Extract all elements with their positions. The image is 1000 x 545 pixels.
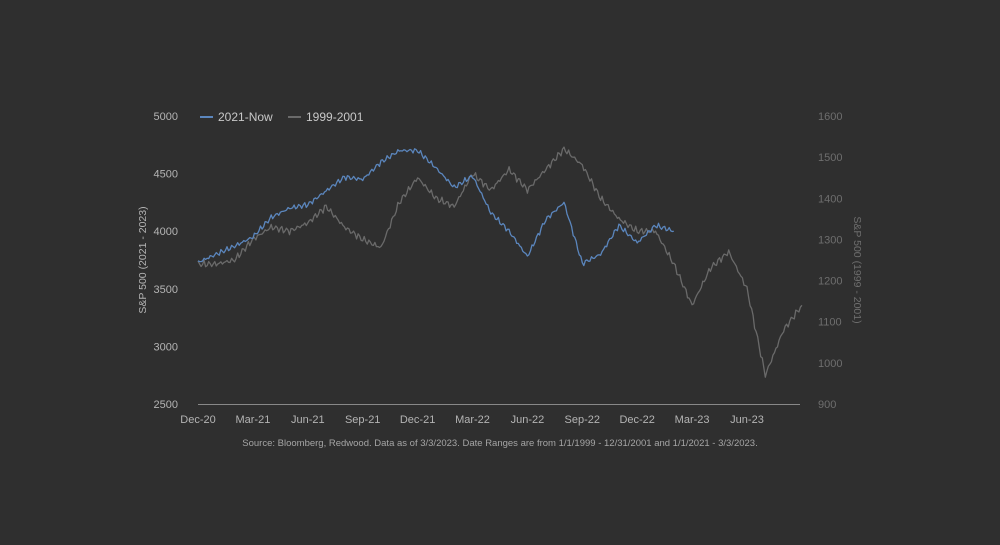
series-line-2021-now bbox=[197, 148, 674, 267]
left-axis-tick-label: 5000 bbox=[154, 111, 178, 123]
x-axis-tick-label: Dec-21 bbox=[400, 414, 435, 426]
right-axis-label: S&P 500 (1999 - 2001) bbox=[851, 216, 863, 323]
x-axis-ticks: Dec-20 Mar-21 Jun-21 Sep-21 Dec-21 Mar-22 Jun-… bbox=[180, 414, 764, 426]
right-axis-tick-label: 1100 bbox=[818, 317, 842, 329]
right-axis-tick-label: 1500 bbox=[818, 152, 842, 164]
left-axis-tick-label: 3000 bbox=[154, 341, 178, 353]
x-axis-tick-label: Mar-21 bbox=[235, 414, 270, 426]
source-note: Source: Bloomberg, Redwood. Data as of 3… bbox=[242, 438, 757, 449]
legend-label-2021: 2021-Now bbox=[218, 110, 273, 124]
right-axis-tick-label: 1000 bbox=[818, 358, 842, 370]
right-axis-tick-label: 1600 bbox=[818, 111, 842, 123]
x-axis-tick-label: Sep-22 bbox=[565, 414, 600, 426]
x-axis-tick-label: Jun-23 bbox=[730, 414, 764, 426]
x-axis-tick-label: Jun-22 bbox=[511, 414, 545, 426]
x-axis-tick-label: Sep-21 bbox=[345, 414, 380, 426]
legend-item-2021: 2021-Now bbox=[200, 110, 273, 124]
left-axis-label: S&P 500 (2021 - 2023) bbox=[137, 206, 149, 313]
series-layer bbox=[197, 146, 803, 378]
right-axis-tick-label: 1200 bbox=[818, 276, 842, 288]
right-axis-tick-label: 1400 bbox=[818, 193, 842, 205]
plot-area: 2500 3000 3500 4000 4500 5000 900 1000 1100 1200… bbox=[154, 111, 843, 426]
series-line-1999-2001 bbox=[197, 146, 803, 378]
right-axis-tick-label: 900 bbox=[818, 399, 836, 411]
right-axis-tick-label: 1300 bbox=[818, 234, 842, 246]
right-axis-ticks: 900 1000 1100 1200 1300 1400 1500 1600 bbox=[818, 111, 842, 411]
x-axis-tick-label: Mar-22 bbox=[455, 414, 490, 426]
left-axis-tick-label: 3500 bbox=[154, 284, 178, 296]
legend-label-1999: 1999-2001 bbox=[306, 110, 364, 124]
x-axis-tick-label: Mar-23 bbox=[675, 414, 710, 426]
x-axis-tick-label: Dec-22 bbox=[619, 414, 654, 426]
legend-item-1999: 1999-2001 bbox=[288, 110, 364, 124]
left-axis-tick-label: 4000 bbox=[154, 226, 178, 238]
left-axis-ticks: 2500 3000 3500 4000 4500 5000 bbox=[154, 111, 178, 411]
x-axis-tick-label: Jun-21 bbox=[291, 414, 325, 426]
left-axis-tick-label: 2500 bbox=[154, 399, 178, 411]
x-axis-tick-label: Dec-20 bbox=[180, 414, 215, 426]
legend: 2021-Now 1999-2001 bbox=[200, 110, 364, 124]
left-axis-tick-label: 4500 bbox=[154, 169, 178, 181]
